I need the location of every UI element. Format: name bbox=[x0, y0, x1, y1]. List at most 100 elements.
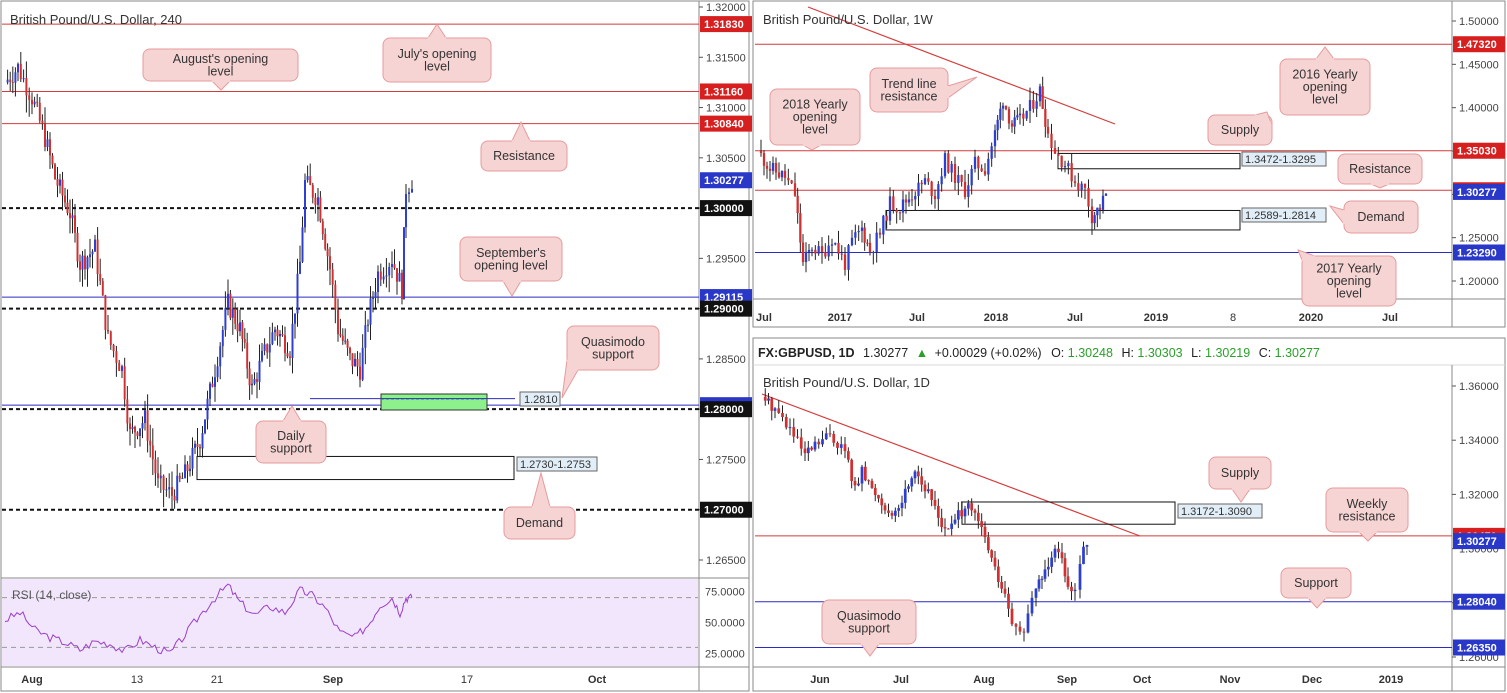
h4-time-axis[interactable]: Aug 13 21 Sep 17 Oct bbox=[21, 674, 606, 686]
h4-candle bbox=[136, 432, 139, 437]
zone-tag bbox=[516, 456, 598, 472]
h4-candle bbox=[81, 255, 84, 270]
callout-pointer-mask bbox=[1301, 255, 1316, 261]
callout-text: Weekly resistance bbox=[1339, 497, 1396, 524]
h4-candle bbox=[91, 251, 94, 255]
h4-candle bbox=[236, 323, 239, 332]
h4-candle bbox=[154, 459, 157, 474]
price-tick-label: 1.28500 bbox=[706, 354, 746, 366]
daily-candle bbox=[993, 557, 997, 567]
daily-candle bbox=[870, 480, 874, 488]
daily-candle bbox=[907, 486, 910, 489]
weekly-price-axis[interactable]: 1.500001.450001.400001.350001.300001.250… bbox=[1452, 16, 1505, 288]
weekly-candle bbox=[996, 119, 999, 131]
h4-candle bbox=[162, 475, 165, 490]
weekly-candle bbox=[973, 156, 977, 169]
h4-candle bbox=[41, 120, 44, 124]
callout-text: Quasimodo support bbox=[581, 335, 645, 362]
daily-candle bbox=[963, 508, 967, 517]
h4-candle bbox=[64, 195, 66, 203]
daily-price-axis[interactable]: 1.360001.340001.320001.300001.280001.260… bbox=[1452, 381, 1505, 664]
weekly-candle bbox=[759, 151, 763, 153]
h4-candle bbox=[321, 221, 324, 235]
price-tick-label: 1.29500 bbox=[706, 253, 746, 265]
callout-box bbox=[1301, 255, 1397, 307]
daily-candle bbox=[796, 436, 799, 438]
callout-box bbox=[1207, 114, 1273, 146]
h4-title: British Pound/U.S. Dollar, 240 bbox=[10, 12, 182, 27]
h4-candle bbox=[126, 399, 129, 424]
h4-candle bbox=[364, 325, 367, 348]
price-tick-label: 1.31000 bbox=[706, 103, 746, 115]
callout-line: level bbox=[802, 123, 828, 137]
h4-price-axis[interactable]: 1.32000 1.31500 1.31000 1.30500 1.30000 1.295… bbox=[699, 2, 752, 661]
h4-candle bbox=[209, 383, 211, 399]
h4-candle bbox=[227, 293, 229, 309]
callout-line: 2016 Yearly bbox=[1292, 68, 1358, 82]
daily-candle bbox=[1057, 548, 1060, 553]
weekly-candle bbox=[780, 170, 784, 178]
daily-candle bbox=[973, 510, 977, 513]
h4-candle bbox=[329, 256, 331, 270]
h4-candle bbox=[388, 266, 391, 276]
callout: Weekly resistance bbox=[1325, 487, 1409, 542]
h4-candle bbox=[274, 329, 276, 333]
callout: Demand bbox=[503, 471, 576, 540]
ohlc-open: 1.30248 bbox=[1068, 346, 1113, 360]
weekly-candle bbox=[1093, 215, 1096, 224]
h4-candle bbox=[229, 293, 232, 318]
ohlc-low-label: L: bbox=[1191, 346, 1201, 360]
weekly-time-axis[interactable]: Jul 2017 Jul 2018 Jul 2019 8 2020 Jul bbox=[756, 312, 1398, 324]
price-tick-label: 1.50000 bbox=[1459, 16, 1499, 28]
zone-tag bbox=[519, 391, 561, 407]
weekly-candle bbox=[1010, 123, 1014, 127]
daily-candle bbox=[976, 512, 980, 522]
callout-line: 2018 Yearly bbox=[782, 98, 848, 112]
weekly-candle bbox=[990, 146, 993, 159]
callout: 2018 Yearly opening level bbox=[769, 88, 861, 151]
h4-candle bbox=[104, 295, 107, 330]
weekly-candle bbox=[1004, 105, 1008, 110]
daily-candle bbox=[943, 527, 947, 529]
h4-candle bbox=[157, 473, 159, 479]
daily-zones: 1.3172-1.3090 bbox=[961, 501, 1263, 525]
h4-candle bbox=[231, 308, 234, 318]
callout-text: Supply bbox=[1221, 123, 1260, 137]
panel-weekly: 1.3472-1.3295 1.2589-1.2814 Trend line res… bbox=[752, 0, 1506, 328]
h4-candle bbox=[146, 410, 149, 441]
callout-box bbox=[566, 325, 660, 371]
weekly-candle bbox=[927, 178, 930, 182]
weekly-candle bbox=[882, 215, 885, 235]
price-tag bbox=[1453, 244, 1505, 261]
weekly-candle bbox=[914, 196, 917, 200]
h4-candle bbox=[9, 79, 12, 83]
h4-candle bbox=[204, 419, 206, 434]
time-tick-label: 2017 bbox=[828, 312, 852, 324]
rsi-tick-label: 75.0000 bbox=[705, 586, 745, 598]
daily-candle bbox=[1030, 597, 1034, 614]
weekly-candle bbox=[796, 195, 799, 214]
daily-candle bbox=[956, 510, 960, 520]
weekly-candle bbox=[765, 165, 769, 169]
h4-candle bbox=[234, 308, 237, 324]
price-tag-label: 1.30277 bbox=[1457, 187, 1497, 199]
daily-candle bbox=[799, 437, 803, 449]
time-tick-label: 8 bbox=[1230, 312, 1236, 324]
h4-candle bbox=[176, 475, 179, 501]
daily-time-axis[interactable]: Jun Jul Aug Sep Oct Nov Dec 2019 bbox=[810, 674, 1403, 686]
weekly-candle bbox=[933, 196, 937, 200]
daily-candle bbox=[1007, 593, 1010, 609]
weekly-candle bbox=[768, 168, 772, 171]
ohlc-high-label: H: bbox=[1121, 346, 1134, 360]
callout: August's opening level bbox=[142, 48, 299, 91]
h4-candle bbox=[96, 239, 99, 275]
h4-levels bbox=[2, 23, 699, 511]
daily-candle bbox=[910, 478, 914, 487]
weekly-candle bbox=[1001, 105, 1005, 109]
daily-candle bbox=[813, 441, 817, 450]
weekly-candle bbox=[980, 168, 983, 172]
h4-candle bbox=[279, 333, 281, 337]
h4-candle bbox=[178, 475, 181, 479]
time-tick-label: 21 bbox=[211, 674, 223, 686]
time-tick-label: Jul bbox=[1067, 312, 1083, 324]
